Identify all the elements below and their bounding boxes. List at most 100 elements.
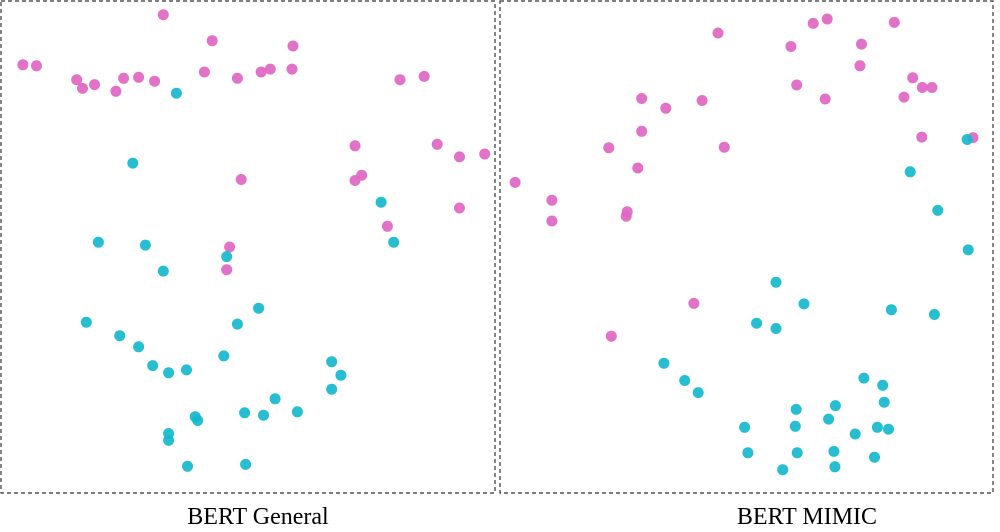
- data-point-bert-mimic-s1-26: [828, 445, 840, 457]
- data-point-bert-general-s0-7: [133, 71, 145, 83]
- scatter-points-bert-general: [17, 9, 491, 472]
- data-point-bert-mimic-s1-28: [777, 464, 789, 476]
- data-point-bert-mimic-s1-12: [692, 387, 704, 399]
- data-point-bert-mimic-s0-16: [660, 102, 672, 114]
- data-point-bert-mimic-s1-13: [858, 372, 870, 384]
- data-point-bert-mimic-s0-2: [807, 17, 819, 29]
- data-point-bert-general-s0-3: [77, 82, 88, 94]
- data-point-bert-mimic-s0-6: [791, 79, 803, 91]
- data-point-bert-general-s0-9: [157, 9, 169, 21]
- data-point-bert-general-s0-6: [118, 72, 130, 84]
- data-point-bert-general-s1-2: [92, 236, 104, 248]
- data-point-bert-general-s1-21: [239, 407, 251, 419]
- data-point-bert-general-s1-6: [388, 236, 400, 248]
- data-point-bert-mimic-s1-5: [798, 298, 810, 310]
- data-point-bert-mimic-s1-14: [877, 379, 889, 391]
- data-point-bert-general-s0-16: [287, 40, 299, 52]
- data-point-bert-general-s0-26: [381, 220, 393, 232]
- data-point-bert-general-s1-15: [231, 318, 243, 330]
- data-point-bert-general-s0-5: [110, 85, 122, 97]
- data-point-bert-general-s1-22: [258, 409, 269, 421]
- data-point-bert-general-s1-27: [326, 383, 338, 395]
- data-point-bert-mimic-s0-7: [854, 60, 866, 72]
- data-point-bert-mimic-s0-22: [509, 176, 521, 188]
- data-point-bert-general-s0-20: [394, 74, 406, 86]
- data-point-bert-mimic-s0-28: [605, 330, 617, 342]
- data-point-bert-mimic-s0-23: [546, 194, 558, 206]
- data-point-bert-mimic-s0-0: [712, 27, 724, 39]
- data-point-bert-mimic-s1-4: [770, 276, 782, 288]
- data-point-bert-mimic-s1-17: [790, 403, 802, 415]
- data-point-bert-mimic-s0-1: [785, 41, 797, 52]
- data-point-bert-general-s0-2: [71, 74, 83, 86]
- data-point-bert-general-s1-18: [163, 434, 175, 446]
- data-point-bert-mimic-s1-0: [961, 134, 973, 145]
- data-point-bert-mimic-s1-11: [679, 375, 691, 386]
- data-point-bert-mimic-s1-6: [885, 304, 897, 316]
- data-point-bert-mimic-s0-20: [718, 141, 730, 153]
- data-point-bert-general-s0-10: [206, 35, 218, 47]
- data-point-bert-general-s0-19: [349, 175, 361, 186]
- data-point-bert-mimic-s1-25: [791, 447, 803, 459]
- data-point-bert-mimic-s0-8: [819, 93, 831, 105]
- data-point-bert-general-s1-20: [192, 415, 204, 426]
- data-point-bert-mimic-s1-8: [751, 317, 763, 329]
- data-point-bert-general-s1-25: [326, 356, 338, 368]
- data-point-bert-general-s1-24: [291, 406, 303, 418]
- data-point-bert-general-s1-1: [127, 157, 139, 169]
- data-point-bert-mimic-s1-27: [869, 451, 880, 463]
- data-point-bert-mimic-s0-19: [603, 142, 615, 154]
- data-point-bert-general-s1-26: [335, 369, 347, 381]
- data-point-bert-general-s1-23: [269, 393, 281, 405]
- data-point-bert-mimic-s1-18: [823, 413, 835, 425]
- data-point-bert-mimic-s0-11: [916, 82, 928, 93]
- data-point-bert-general-s1-16: [218, 350, 230, 362]
- data-point-bert-general-s0-14: [264, 63, 276, 75]
- data-point-bert-general-s1-0: [170, 87, 182, 99]
- data-point-bert-general-s0-28: [224, 241, 236, 253]
- data-point-bert-mimic-s0-12: [926, 82, 938, 93]
- data-point-bert-general-s0-4: [89, 79, 101, 91]
- panel-title-bert-general: BERT General: [187, 504, 329, 530]
- panel-frame-bert-general: [0, 0, 496, 494]
- data-point-bert-mimic-s0-26: [621, 206, 633, 218]
- data-point-bert-general-s1-14: [253, 302, 265, 314]
- data-point-bert-general-s0-27: [235, 174, 247, 185]
- data-point-bert-mimic-s0-13: [916, 131, 928, 143]
- data-point-bert-general-s1-9: [114, 330, 126, 342]
- data-point-bert-mimic-s1-16: [829, 400, 841, 412]
- data-point-bert-mimic-s1-9: [770, 323, 782, 334]
- data-point-bert-mimic-s1-24: [742, 447, 754, 459]
- data-point-bert-mimic-s0-24: [546, 215, 558, 227]
- data-point-bert-mimic-s0-9: [898, 91, 910, 103]
- data-point-bert-general-s0-12: [231, 72, 243, 84]
- data-point-bert-general-s0-24: [479, 148, 491, 160]
- data-point-bert-general-s0-8: [149, 75, 161, 87]
- data-point-bert-general-s0-22: [431, 138, 443, 150]
- data-point-bert-mimic-s0-5: [888, 16, 900, 28]
- data-point-bert-general-s1-7: [375, 196, 387, 208]
- data-point-bert-general-s1-4: [157, 265, 169, 277]
- panel-frame-bert-mimic: [499, 0, 994, 494]
- data-point-bert-mimic-s1-29: [829, 461, 841, 473]
- data-point-bert-general-s1-12: [163, 367, 175, 379]
- data-point-bert-general-s0-1: [31, 60, 42, 72]
- data-point-bert-general-s1-10: [133, 341, 145, 353]
- data-point-bert-general-s1-3: [139, 239, 151, 251]
- data-point-bert-general-s0-25: [454, 202, 465, 214]
- data-point-bert-mimic-s0-4: [856, 38, 867, 50]
- data-point-bert-general-s1-28: [182, 460, 193, 472]
- data-point-bert-mimic-s1-10: [658, 357, 670, 369]
- panel-title-bert-mimic: BERT MIMIC: [737, 504, 877, 530]
- data-point-bert-general-s0-21: [418, 70, 430, 82]
- data-point-bert-general-s0-29: [221, 264, 233, 276]
- data-point-bert-mimic-s0-17: [696, 95, 708, 106]
- data-point-bert-mimic-s1-22: [871, 421, 883, 433]
- data-point-bert-mimic-s1-23: [883, 423, 894, 435]
- data-point-bert-mimic-s1-21: [789, 420, 801, 432]
- data-point-bert-general-s1-13: [181, 364, 192, 376]
- data-point-bert-mimic-s1-15: [878, 396, 890, 408]
- data-point-bert-general-s0-13: [255, 66, 267, 78]
- data-point-bert-mimic-s1-2: [932, 204, 944, 216]
